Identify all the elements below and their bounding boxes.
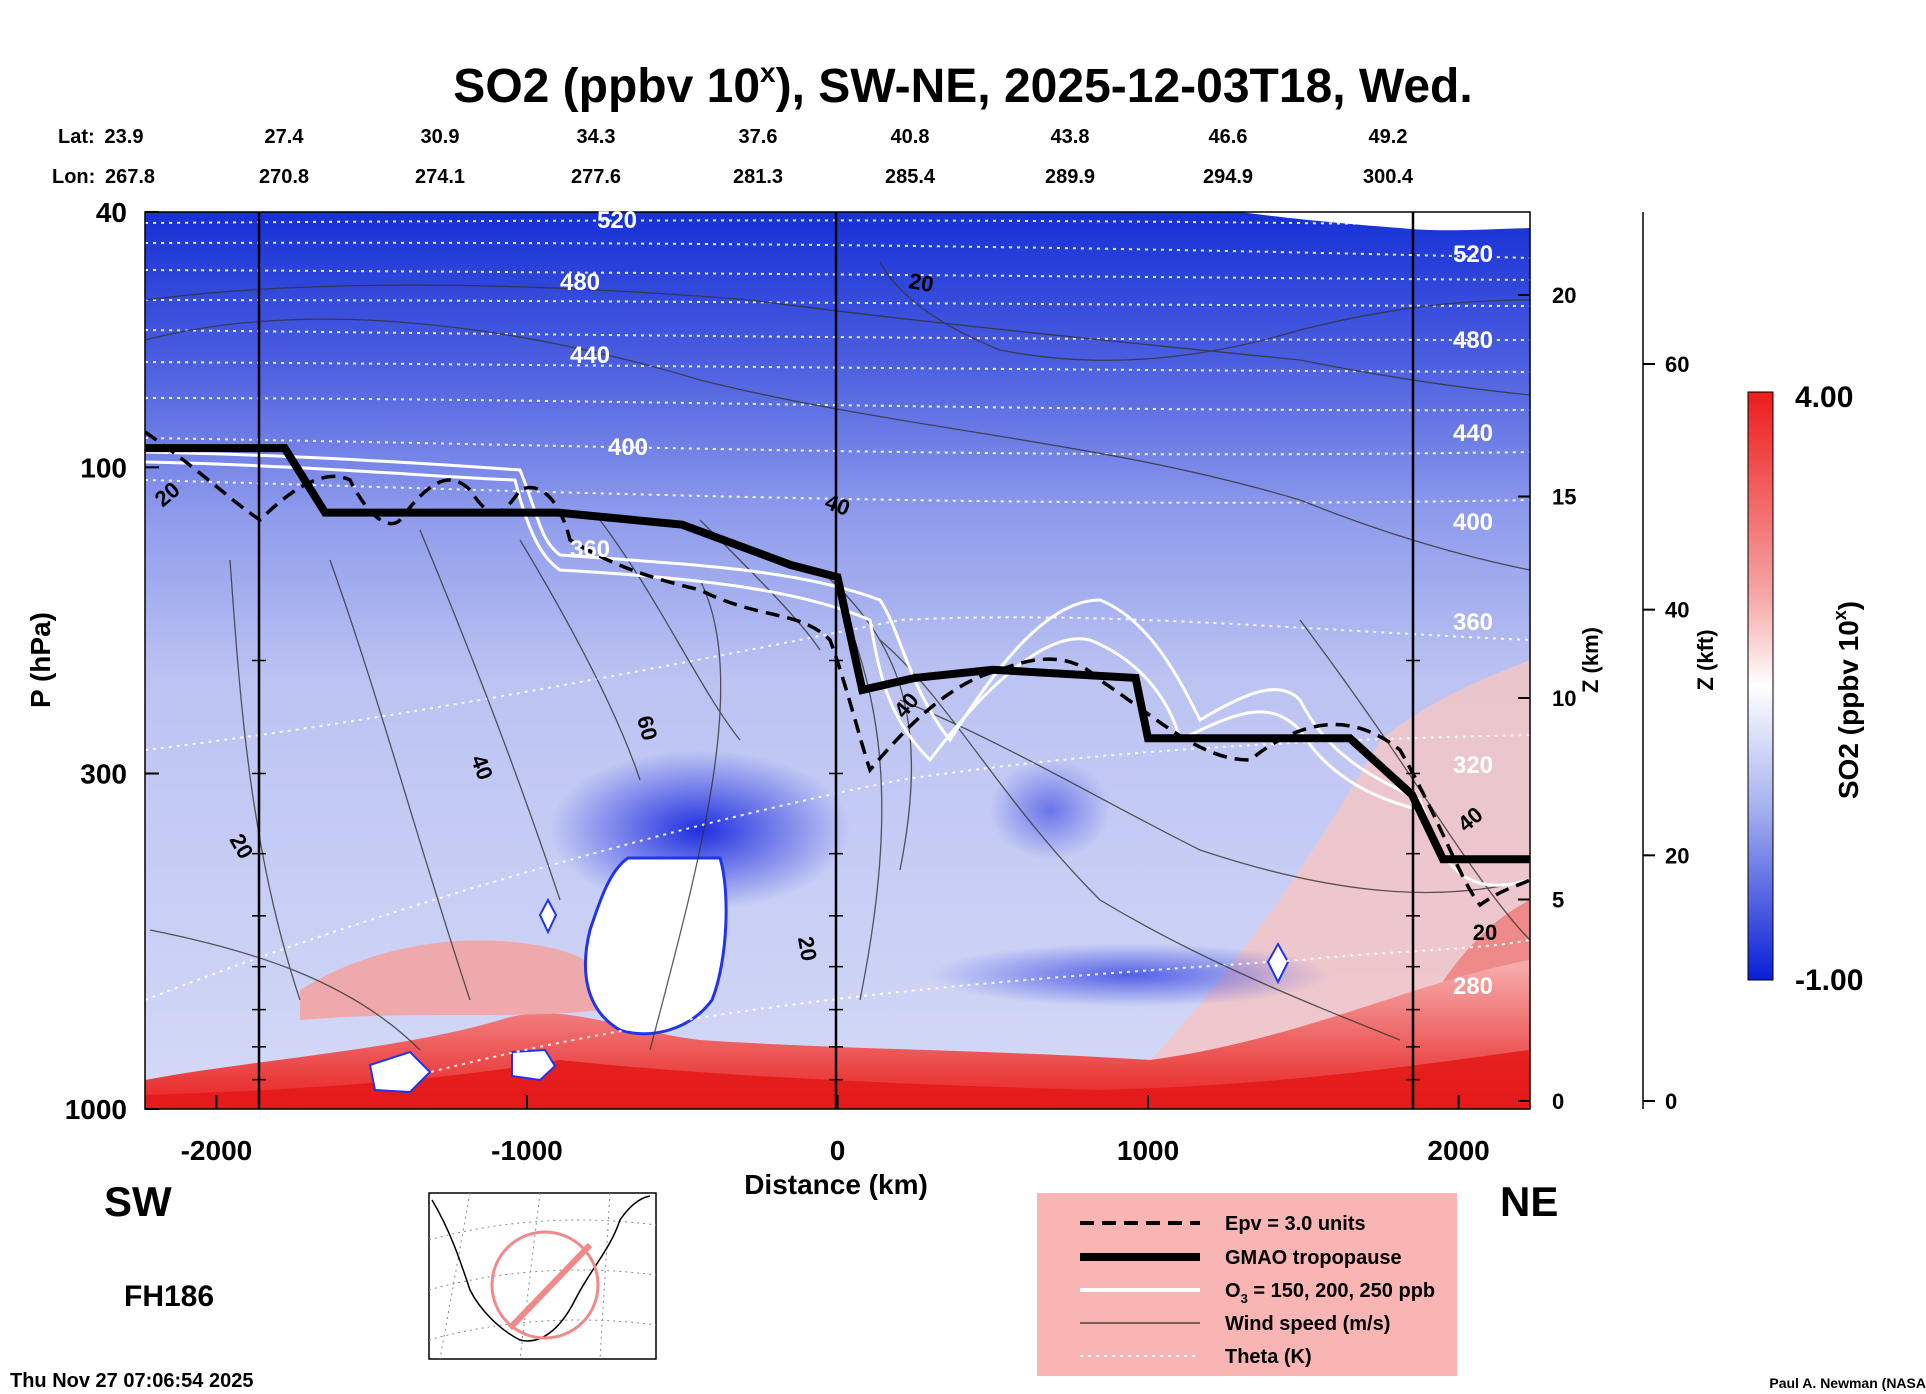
so2-below-range-region <box>584 856 728 1036</box>
section-circle-icon <box>490 1230 600 1340</box>
section-line-icon <box>507 1242 593 1331</box>
theta-label: 400 <box>1453 509 1493 536</box>
lon-value: 281.3 <box>733 166 783 188</box>
lon-values: 267.8 270.8 274.1 277.6 281.3 285.4 289.9 294.9… <box>105 166 1414 188</box>
so2-plume-left <box>300 940 610 1020</box>
wind-label: 20 <box>907 268 935 297</box>
z-kft-tick-label: 20 <box>1665 843 1689 868</box>
theta-labels: 520 480 440 400 360 520 480 440 400 360 320 280 <box>560 207 1493 1000</box>
y-axis-label: P (hPa) <box>25 612 56 708</box>
lon-value: 274.1 <box>415 166 465 188</box>
sw-label: SW <box>104 1178 172 1225</box>
theta-label: 480 <box>560 269 600 296</box>
y-tick-label: 100 <box>80 452 127 483</box>
x-tick-label: 2000 <box>1427 1135 1489 1166</box>
x-axis-ticks: -2000 -1000 0 1000 2000 <box>181 1095 1490 1166</box>
lat-label: Lat: <box>58 126 95 148</box>
x-tick-label: 0 <box>830 1135 846 1166</box>
lon-value: 285.4 <box>885 166 936 188</box>
lon-value: 270.8 <box>259 166 309 188</box>
theta-label: 320 <box>1453 752 1493 779</box>
x-axis-label: Distance (km) <box>744 1169 928 1200</box>
colorbar-label: SO2 (ppbv 10x) <box>1830 601 1864 799</box>
plot-area <box>145 212 1530 1109</box>
lon-value: 294.9 <box>1203 166 1253 188</box>
colorbar <box>1747 391 1774 981</box>
z-kft-tick-label: 0 <box>1665 1089 1677 1114</box>
legend-tropopause-label: GMAO tropopause <box>1225 1247 1402 1269</box>
theta-label: 440 <box>1453 420 1493 447</box>
colorbar-max-label: 4.00 <box>1795 381 1853 414</box>
z-kft-tick-label: 60 <box>1665 352 1689 377</box>
z-km-tick-label: 5 <box>1552 888 1564 913</box>
lat-value: 23.9 <box>105 126 144 148</box>
theta-label: 400 <box>608 434 648 461</box>
lat-value: 40.8 <box>891 126 930 148</box>
theta-label: 360 <box>1453 609 1493 636</box>
z-kft-tick-label: 40 <box>1665 598 1689 623</box>
y-tick-label: 40 <box>96 197 127 228</box>
inset-map <box>428 1192 657 1360</box>
z-km-axis: 0 5 10 15 20 <box>1518 283 1576 1114</box>
lon-value: 289.9 <box>1045 166 1095 188</box>
x-tick-label: 1000 <box>1117 1135 1179 1166</box>
theta-label: 440 <box>570 342 610 369</box>
x-tick-label: -1000 <box>491 1135 563 1166</box>
z-km-axis-label: Z (km) <box>1578 627 1603 693</box>
wind-label: 20 <box>793 934 822 962</box>
lat-value: 46.6 <box>1209 126 1248 148</box>
lat-value: 27.4 <box>265 126 305 148</box>
credit: Paul A. Newman (NASA <box>1769 1375 1926 1391</box>
epv-contour <box>145 430 1530 908</box>
theta-label: 520 <box>1453 241 1493 268</box>
lon-value: 267.8 <box>105 166 155 188</box>
z-kft-axis-label: Z (kft) <box>1693 629 1718 690</box>
colorbar-min-label: -1.00 <box>1795 964 1863 997</box>
legend: Epv = 3.0 units GMAO tropopause O3 = 150… <box>1037 1193 1457 1376</box>
lat-value: 30.9 <box>421 126 460 148</box>
z-km-tick-label: 10 <box>1552 686 1576 711</box>
theta-label: 480 <box>1453 327 1493 354</box>
z-kft-axis: 0 20 40 60 <box>1643 352 1689 1114</box>
lat-value: 49.2 <box>1369 126 1408 148</box>
lat-value: 34.3 <box>577 126 616 148</box>
gmao-tropopause-line <box>145 444 1530 864</box>
lat-value: 43.8 <box>1051 126 1090 148</box>
lon-label: Lon: <box>52 166 95 188</box>
forecast-hour: FH186 <box>124 1280 214 1313</box>
y-tick-label: 300 <box>80 758 127 789</box>
y-tick-label: 1000 <box>65 1094 127 1125</box>
theta-label: 360 <box>570 536 610 563</box>
theta-contours <box>145 219 1530 1081</box>
wind-label: 20 <box>1473 920 1497 945</box>
lat-values: 23.9 27.4 30.9 34.3 37.6 40.8 43.8 46.6 49.2 <box>105 126 1408 148</box>
theta-label: 520 <box>597 207 637 234</box>
z-km-tick-label: 15 <box>1552 485 1576 510</box>
chart-title: SO2 (ppbv 10x), SW-NE, 2025-12-03T18, We… <box>453 57 1472 113</box>
y-axis-ticks: 40 100 300 1000 <box>65 197 1420 1125</box>
ne-label: NE <box>1500 1178 1558 1225</box>
theta-label: 280 <box>1453 973 1493 1000</box>
legend-ozone-label: O3 = 150, 200, 250 ppb <box>1225 1280 1435 1306</box>
z-km-tick-label: 0 <box>1552 1089 1564 1114</box>
lon-value: 277.6 <box>571 166 621 188</box>
coastline-icon <box>431 1195 651 1342</box>
lon-value: 300.4 <box>1363 166 1414 188</box>
legend-wind-label: Wind speed (m/s) <box>1225 1313 1390 1335</box>
lat-value: 37.6 <box>739 126 778 148</box>
legend-epv-label: Epv = 3.0 units <box>1225 1213 1366 1235</box>
timestamp: Thu Nov 27 07:06:54 2025 <box>10 1370 253 1392</box>
legend-theta-label: Theta (K) <box>1225 1346 1312 1368</box>
z-km-tick-label: 20 <box>1552 283 1576 308</box>
x-tick-label: -2000 <box>181 1135 253 1166</box>
